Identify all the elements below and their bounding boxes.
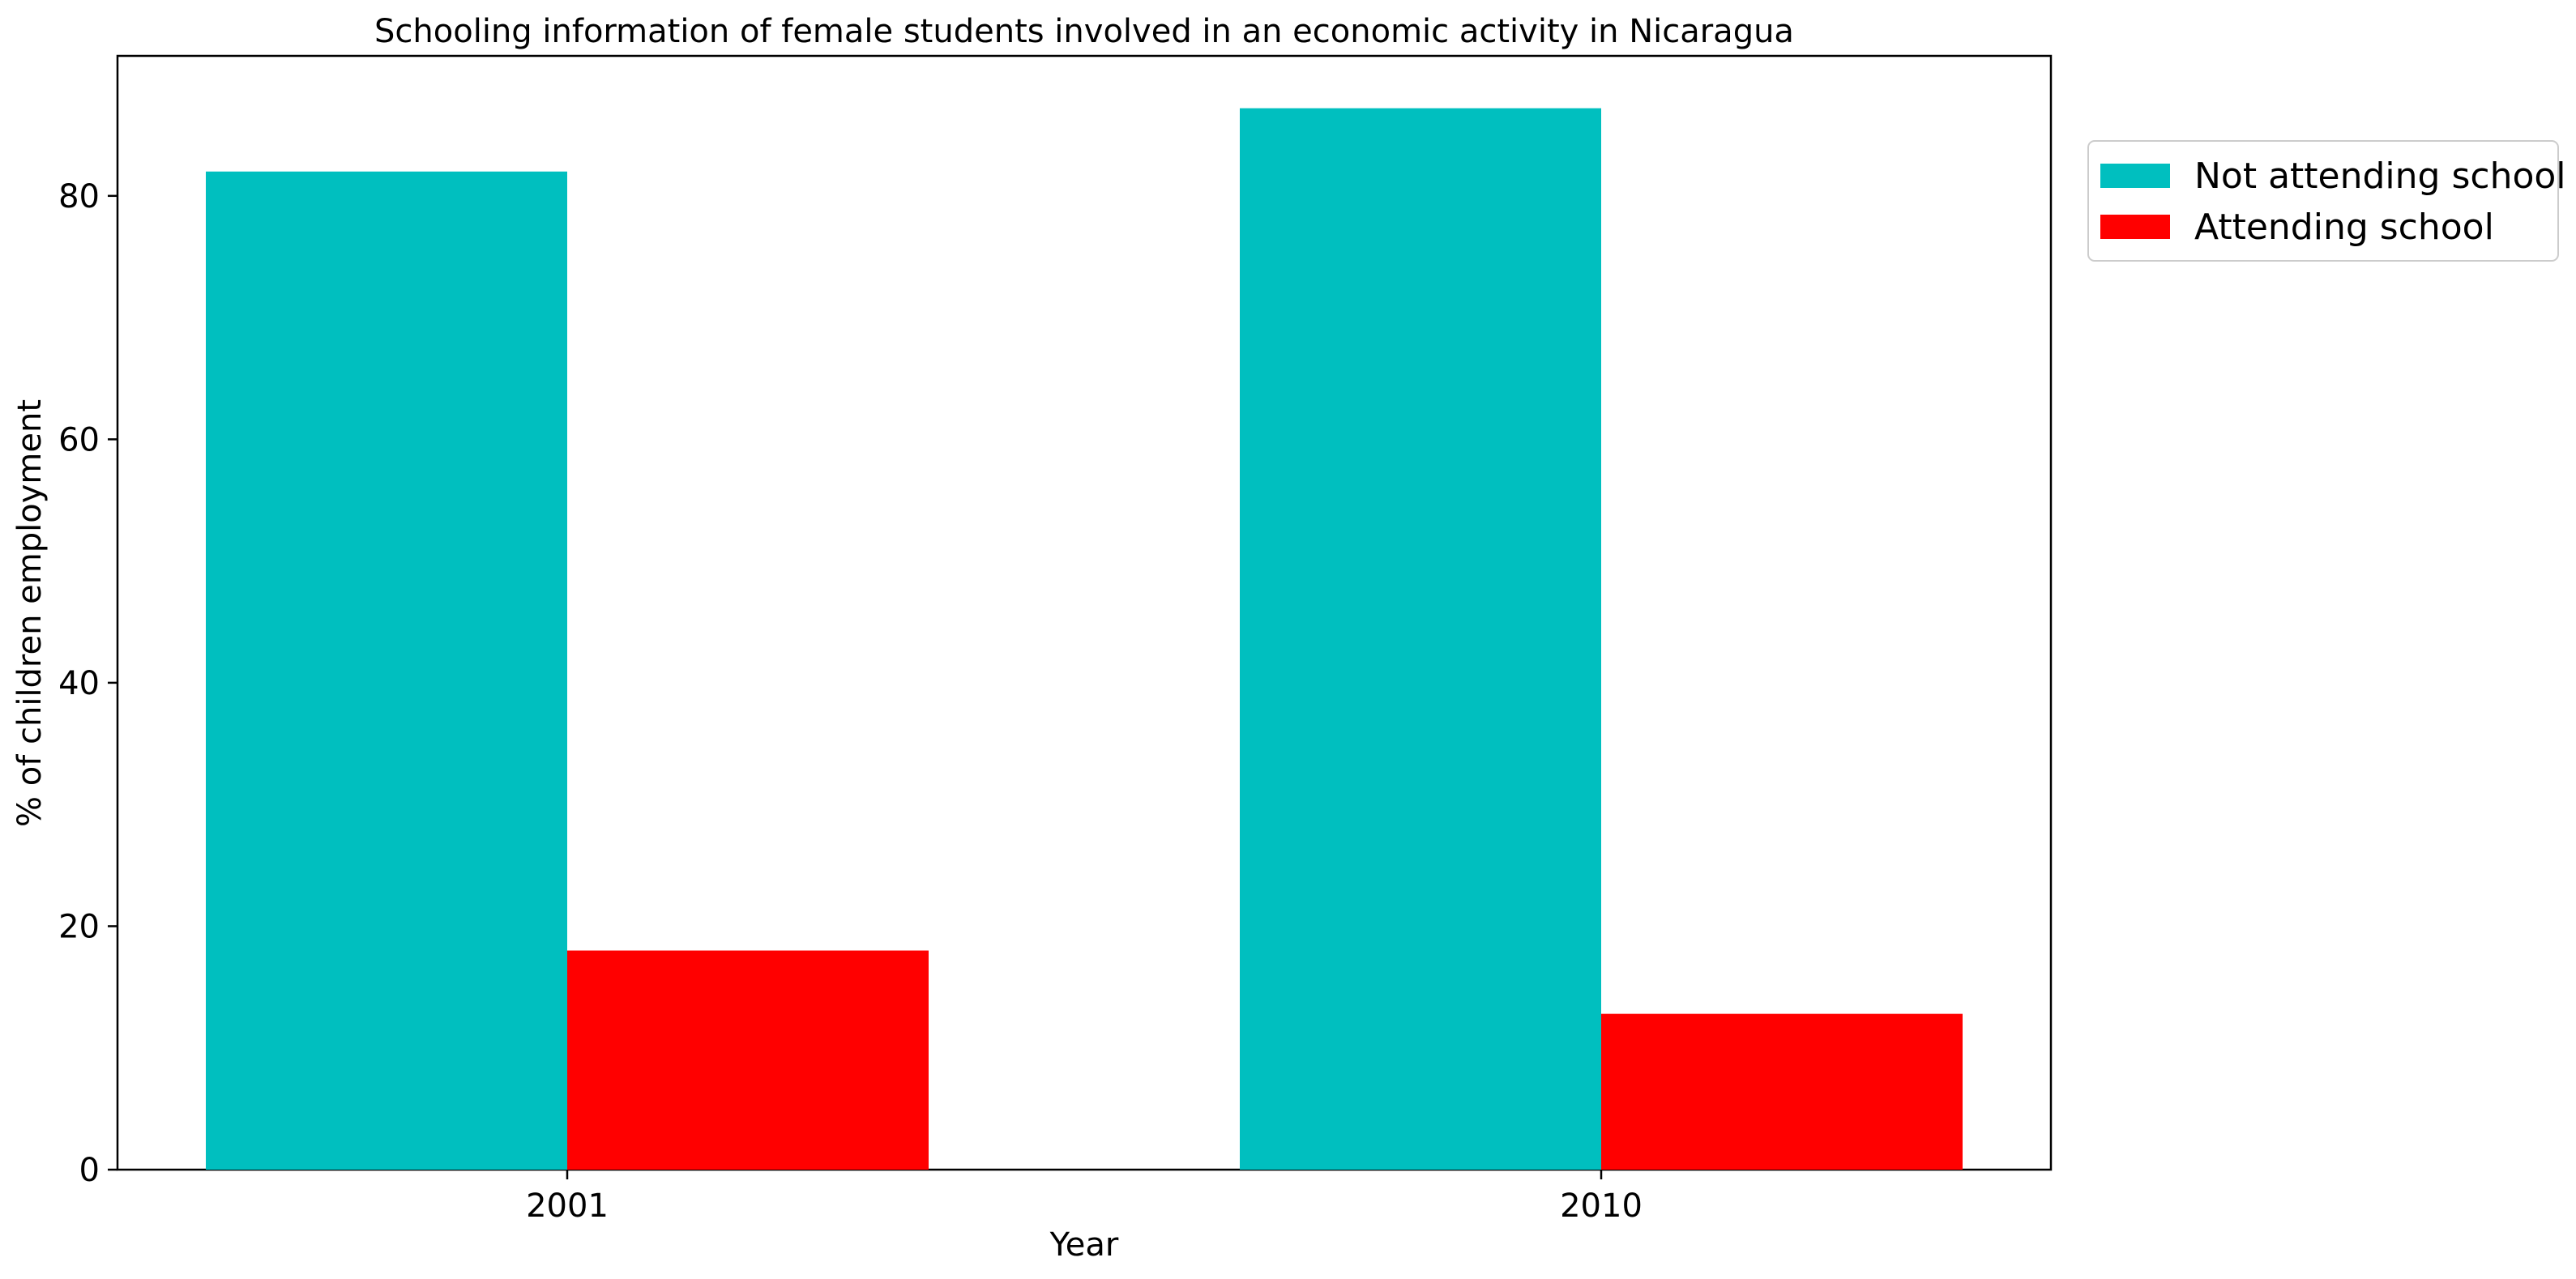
y-tick-label: 0 [79, 1152, 100, 1189]
x-axis-ticks: 2001 2010 [526, 1170, 1643, 1225]
chart-title: Schooling information of female students… [374, 13, 1794, 50]
y-axis-label: % of children employment [11, 399, 49, 827]
plot-area-frame [116, 54, 2053, 1171]
legend-box [2087, 140, 2559, 262]
y-tick-label: 80 [58, 178, 100, 215]
y-axis-ticks: 0 20 40 60 80 [58, 178, 117, 1189]
bars-group [206, 108, 1963, 1170]
x-tick-label: 2001 [526, 1187, 609, 1225]
x-axis-label: Year [1049, 1226, 1119, 1264]
y-tick-label: 20 [58, 908, 100, 945]
y-tick-label: 40 [58, 665, 100, 702]
legend-label-not-attending: Not attending school [2194, 156, 2566, 197]
bar-2001-not-attending-school [206, 171, 567, 1170]
bar-2010-not-attending-school [1240, 108, 1601, 1170]
legend: Not attending school Attending school [2087, 140, 2566, 262]
bar-2010-attending-school [1601, 1013, 1963, 1170]
legend-swatch-not-attending [2100, 164, 2170, 188]
bar-2001-attending-school [567, 950, 929, 1170]
x-tick-label: 2010 [1560, 1187, 1643, 1225]
legend-label-attending: Attending school [2194, 207, 2494, 248]
y-tick-label: 60 [58, 421, 100, 458]
legend-swatch-attending [2100, 215, 2170, 239]
